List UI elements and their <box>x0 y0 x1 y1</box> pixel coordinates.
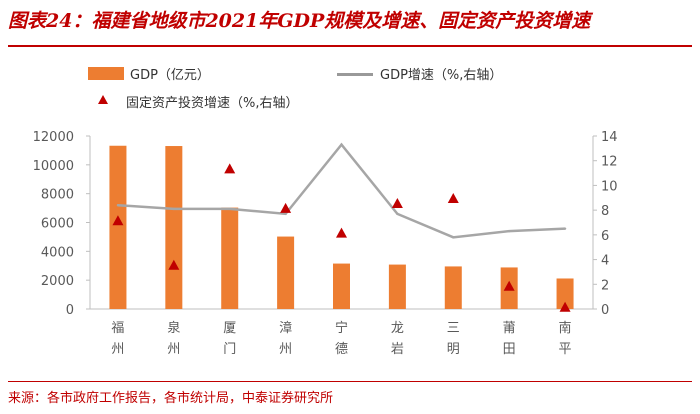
investment-growth-marker <box>503 280 515 291</box>
y-left-tick-label: 6000 <box>41 217 74 232</box>
y-right-tick-label: 12 <box>601 155 618 170</box>
y-left-tick-label: 2000 <box>41 274 74 289</box>
gdp-growth-line <box>117 142 566 239</box>
x-category-label: 福州 <box>111 321 124 357</box>
x-category-label: 南平 <box>559 320 572 357</box>
gdp-bar <box>556 278 574 309</box>
y-right-tick-label: 0 <box>601 303 609 318</box>
x-category-label: 厦门 <box>223 321 236 357</box>
investment-growth-marker <box>168 259 180 270</box>
y-left-tick-label: 10000 <box>33 159 74 174</box>
y-left-tick-label: 12000 <box>33 130 74 145</box>
gdp-growth-point <box>284 212 287 216</box>
gdp-growth-point <box>563 227 567 230</box>
y-right-tick-label: 14 <box>601 130 618 145</box>
legend-gdp-label: GDP（亿元） <box>130 68 210 83</box>
legend-growth-label: GDP增速（%,右轴） <box>380 68 503 83</box>
gdp-bar <box>333 263 350 309</box>
gdp-growth-point <box>507 229 511 233</box>
y-right-tick-label: 2 <box>601 278 609 293</box>
chart-title: 图表24：福建省地级市2021年GDP规模及增速、固定资产投资增速 <box>8 10 591 32</box>
gdp-bar <box>277 236 295 309</box>
gdp-bar <box>388 264 406 309</box>
y-right-tick-label: 4 <box>601 254 609 269</box>
footer-divider <box>8 381 692 382</box>
title-divider <box>8 45 692 47</box>
x-category-label: 龙岩 <box>391 321 404 357</box>
y-right-tick-label: 6 <box>601 229 609 244</box>
source-note: 来源：各市政府工作报告，各市统计局，中泰证券研究所 <box>8 391 334 406</box>
x-category-label: 泉州 <box>167 320 180 357</box>
y-left-tick-label: 4000 <box>41 245 74 260</box>
investment-growth-marker <box>559 301 571 312</box>
investment-growth-marker <box>112 215 124 226</box>
legend-growth-swatch <box>337 73 373 76</box>
y-left-tick-label: 0 <box>66 303 74 318</box>
legend-investment-label: 固定资产投资增速（%,右轴） <box>126 96 299 111</box>
x-category-label: 宁德 <box>335 320 348 357</box>
gdp-bar <box>444 266 462 309</box>
investment-growth-marker <box>336 227 347 238</box>
gdp-bar <box>165 146 183 309</box>
gdp-growth-point <box>116 204 120 207</box>
gdp-growth-point <box>396 212 399 216</box>
x-category-label: 莆田 <box>503 321 516 357</box>
investment-growth-marker <box>391 197 403 208</box>
gdp-growth-point <box>172 207 176 211</box>
x-category-label: 三明 <box>447 321 460 357</box>
y-right-tick-label: 10 <box>601 179 618 194</box>
legend-investment-marker <box>98 95 108 104</box>
gdp-growth-point <box>228 207 231 211</box>
y-left-tick-label: 8000 <box>41 188 74 203</box>
gdp-bar <box>109 145 127 309</box>
investment-growth-marker <box>447 193 459 204</box>
investment-growth-marker <box>280 202 292 213</box>
investment-growth-marker <box>224 163 236 174</box>
gdp-growth-point <box>452 236 455 239</box>
legend-gdp-swatch <box>88 67 124 80</box>
gdp-bar <box>221 207 239 309</box>
y-right-tick-label: 8 <box>601 204 609 219</box>
gdp-growth-point <box>340 143 343 146</box>
x-category-label: 漳州 <box>279 320 292 357</box>
